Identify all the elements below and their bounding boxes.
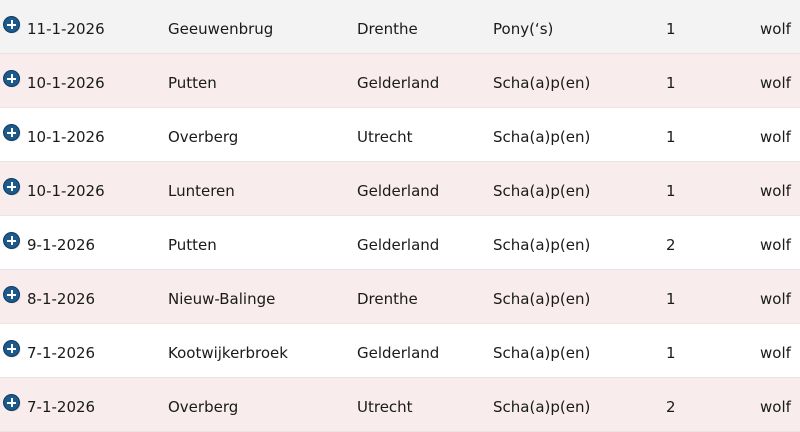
- date-cell: 10-1-2026: [27, 182, 105, 200]
- animal-cell: Scha(a)p(en): [493, 128, 591, 146]
- table-row: 10-1-2026 Putten Gelderland Scha(a)p(en)…: [0, 54, 800, 108]
- animal-cell: Scha(a)p(en): [493, 182, 591, 200]
- province-cell: Gelderland: [357, 182, 440, 200]
- count-cell: 1: [666, 128, 676, 146]
- place-cell: Nieuw-Balinge: [168, 290, 276, 308]
- count-cell: 1: [666, 344, 676, 362]
- count-cell: 2: [666, 236, 676, 254]
- animal-cell: Scha(a)p(en): [493, 344, 591, 362]
- table-row: 8-1-2026 Nieuw-Balinge Drenthe Scha(a)p(…: [0, 270, 800, 324]
- expand-row-plus-icon[interactable]: [4, 287, 19, 302]
- date-cell: 11-1-2026: [27, 20, 105, 38]
- province-cell: Drenthe: [357, 290, 418, 308]
- expand-row-plus-icon[interactable]: [4, 17, 19, 32]
- expand-row-plus-icon[interactable]: [4, 71, 19, 86]
- place-cell: Geeuwenbrug: [168, 20, 274, 38]
- place-cell: Putten: [168, 74, 217, 92]
- province-cell: Utrecht: [357, 128, 413, 146]
- table-row: 9-1-2026 Putten Gelderland Scha(a)p(en) …: [0, 216, 800, 270]
- animal-cell: Scha(a)p(en): [493, 74, 591, 92]
- date-cell: 9-1-2026: [27, 236, 96, 254]
- animal-cell: Scha(a)p(en): [493, 398, 591, 416]
- animal-cell: Scha(a)p(en): [493, 236, 591, 254]
- predator-cell: wolf: [760, 128, 791, 146]
- table-row: 7-1-2026 Kootwijkerbroek Gelderland Scha…: [0, 324, 800, 378]
- count-cell: 1: [666, 20, 676, 38]
- animal-cell: Pony(‘s): [493, 20, 554, 38]
- province-cell: Gelderland: [357, 236, 440, 254]
- place-cell: Overberg: [168, 128, 239, 146]
- date-cell: 8-1-2026: [27, 290, 96, 308]
- date-cell: 10-1-2026: [27, 74, 105, 92]
- count-cell: 1: [666, 74, 676, 92]
- province-cell: Gelderland: [357, 74, 440, 92]
- count-cell: 2: [666, 398, 676, 416]
- expand-row-plus-icon[interactable]: [4, 233, 19, 248]
- province-cell: Utrecht: [357, 398, 413, 416]
- predator-cell: wolf: [760, 344, 791, 362]
- animal-cell: Scha(a)p(en): [493, 290, 591, 308]
- predator-cell: wolf: [760, 182, 791, 200]
- expand-row-plus-icon[interactable]: [4, 395, 19, 410]
- predator-cell: wolf: [760, 20, 791, 38]
- predator-cell: wolf: [760, 236, 791, 254]
- expand-row-plus-icon[interactable]: [4, 341, 19, 356]
- expand-row-plus-icon[interactable]: [4, 179, 19, 194]
- expand-row-plus-icon[interactable]: [4, 125, 19, 140]
- date-cell: 7-1-2026: [27, 398, 96, 416]
- place-cell: Overberg: [168, 398, 239, 416]
- place-cell: Putten: [168, 236, 217, 254]
- table-row: 10-1-2026 Overberg Utrecht Scha(a)p(en) …: [0, 108, 800, 162]
- count-cell: 1: [666, 290, 676, 308]
- table-row: 10-1-2026 Lunteren Gelderland Scha(a)p(e…: [0, 162, 800, 216]
- province-cell: Drenthe: [357, 20, 418, 38]
- place-cell: Lunteren: [168, 182, 235, 200]
- table-row: 11-1-2026 Geeuwenbrug Drenthe Pony(‘s) 1…: [0, 0, 800, 54]
- predator-cell: wolf: [760, 290, 791, 308]
- date-cell: 7-1-2026: [27, 344, 96, 362]
- predator-cell: wolf: [760, 398, 791, 416]
- place-cell: Kootwijkerbroek: [168, 344, 288, 362]
- predator-cell: wolf: [760, 74, 791, 92]
- table-row: 7-1-2026 Overberg Utrecht Scha(a)p(en) 2…: [0, 378, 800, 432]
- province-cell: Gelderland: [357, 344, 440, 362]
- count-cell: 1: [666, 182, 676, 200]
- date-cell: 10-1-2026: [27, 128, 105, 146]
